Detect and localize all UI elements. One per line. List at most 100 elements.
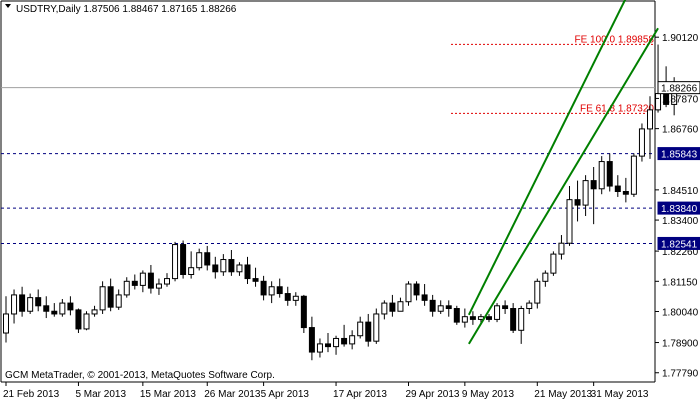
- y-tick-label: 1.80040: [662, 308, 699, 319]
- candle-body: [212, 264, 219, 273]
- candle-body: [27, 297, 34, 312]
- candle: [437, 300, 444, 314]
- candle: [292, 292, 299, 306]
- y-tick-label: 1.87870: [662, 94, 699, 105]
- candle: [647, 96, 653, 159]
- candle: [276, 278, 283, 298]
- candle-body: [139, 272, 146, 286]
- y-tick-label: 1.90120: [662, 33, 699, 44]
- candle: [574, 180, 581, 222]
- candle: [43, 296, 50, 319]
- candle: [445, 300, 452, 317]
- x-tick-label: 21 Feb 2013: [3, 389, 60, 400]
- candle: [59, 298, 66, 317]
- candle: [429, 294, 436, 317]
- level-price-tag-bg: [657, 236, 700, 250]
- candle: [518, 305, 525, 344]
- candle-body: [75, 309, 82, 330]
- channel-lower-line: [468, 27, 659, 345]
- candle-body: [99, 286, 106, 311]
- candle-body: [542, 272, 549, 282]
- candle-body: [180, 244, 187, 276]
- candle-body: [622, 191, 629, 195]
- candle-body: [389, 302, 396, 312]
- candle-body: [220, 259, 227, 273]
- candle: [341, 324, 348, 347]
- candle-body: [67, 302, 74, 311]
- candle: [502, 300, 509, 314]
- current-price-tag-bg: [657, 81, 700, 95]
- copyright-text: GCM MetaTrader, © 2001-2013, MetaQuotes …: [5, 370, 275, 381]
- candle: [196, 248, 203, 271]
- level-price-tag-bg: [657, 147, 700, 161]
- candle-body: [590, 180, 597, 190]
- candle-body: [123, 280, 130, 296]
- candle-body: [510, 308, 517, 331]
- symbol-dropdown-icon[interactable]: [5, 4, 11, 8]
- candle-body: [83, 313, 90, 330]
- y-tick-label: 1.77790: [662, 369, 699, 380]
- candles-layer: [3, 44, 678, 361]
- candle: [316, 338, 323, 358]
- candle-body: [244, 264, 251, 280]
- x-tick-label: 5 Mar 2013: [75, 389, 126, 400]
- candle: [582, 175, 589, 216]
- candle: [486, 313, 492, 323]
- y-tick-label: 1.82260: [662, 247, 699, 258]
- candle: [244, 256, 251, 285]
- candle-body: [236, 264, 243, 273]
- level-price-tag: 1.82541: [661, 239, 698, 250]
- candle: [268, 281, 275, 304]
- candle: [590, 167, 597, 225]
- candle: [35, 289, 42, 312]
- x-axis: 21 Feb 2013 5 Mar 2013 15 Mar 2013 26 Mar 2…: [3, 382, 649, 400]
- candle: [526, 300, 533, 314]
- candle-body: [164, 278, 170, 285]
- candle: [308, 316, 315, 361]
- candle-body: [35, 297, 42, 307]
- candle: [325, 333, 331, 353]
- candle: [180, 240, 187, 279]
- candle-body: [655, 93, 662, 111]
- candle: [131, 274, 138, 290]
- y-tick-label: 1.84510: [662, 186, 699, 197]
- price-tags: 1.88266 1.85843 1.83840 1.82541: [657, 81, 700, 250]
- x-tick-label: 31 May 2013: [591, 389, 649, 400]
- candle-body: [172, 244, 179, 280]
- level-price-tag-bg: [657, 201, 700, 215]
- candle-body: [413, 283, 420, 296]
- y-tick-label: 1.81150: [662, 277, 698, 288]
- candle: [212, 256, 219, 279]
- candle-body: [518, 308, 525, 331]
- y-tick-label: 1.83400: [662, 216, 699, 227]
- candle-body: [51, 310, 58, 315]
- candle-body: [91, 309, 98, 315]
- candle: [220, 254, 227, 276]
- candle-body: [155, 283, 162, 289]
- current-price-tag: 1.88266: [661, 84, 698, 95]
- candle-body: [131, 280, 138, 286]
- candle-body: [437, 305, 444, 312]
- fibo-level-label: FE 100.0 1.89858: [574, 34, 654, 45]
- candle: [139, 270, 146, 293]
- candle-body: [59, 302, 66, 315]
- candle-body: [308, 327, 315, 353]
- candle: [3, 296, 9, 343]
- candle-body: [421, 294, 428, 301]
- candle-body: [614, 185, 621, 193]
- candle-body: [341, 337, 348, 345]
- candle: [381, 300, 388, 320]
- candle-body: [598, 161, 605, 190]
- candle: [75, 308, 82, 334]
- candle-body: [534, 280, 541, 304]
- candle-body: [558, 242, 565, 255]
- candle-body: [43, 305, 50, 312]
- candle: [19, 286, 26, 317]
- x-tick-label: 29 Apr 2013: [406, 389, 460, 400]
- y-tick-label: 1.78900: [662, 339, 699, 350]
- x-tick-label: 5 Apr 2013: [261, 389, 310, 400]
- candle-body: [381, 302, 388, 315]
- candle-body: [292, 295, 299, 301]
- candle-body: [147, 272, 154, 289]
